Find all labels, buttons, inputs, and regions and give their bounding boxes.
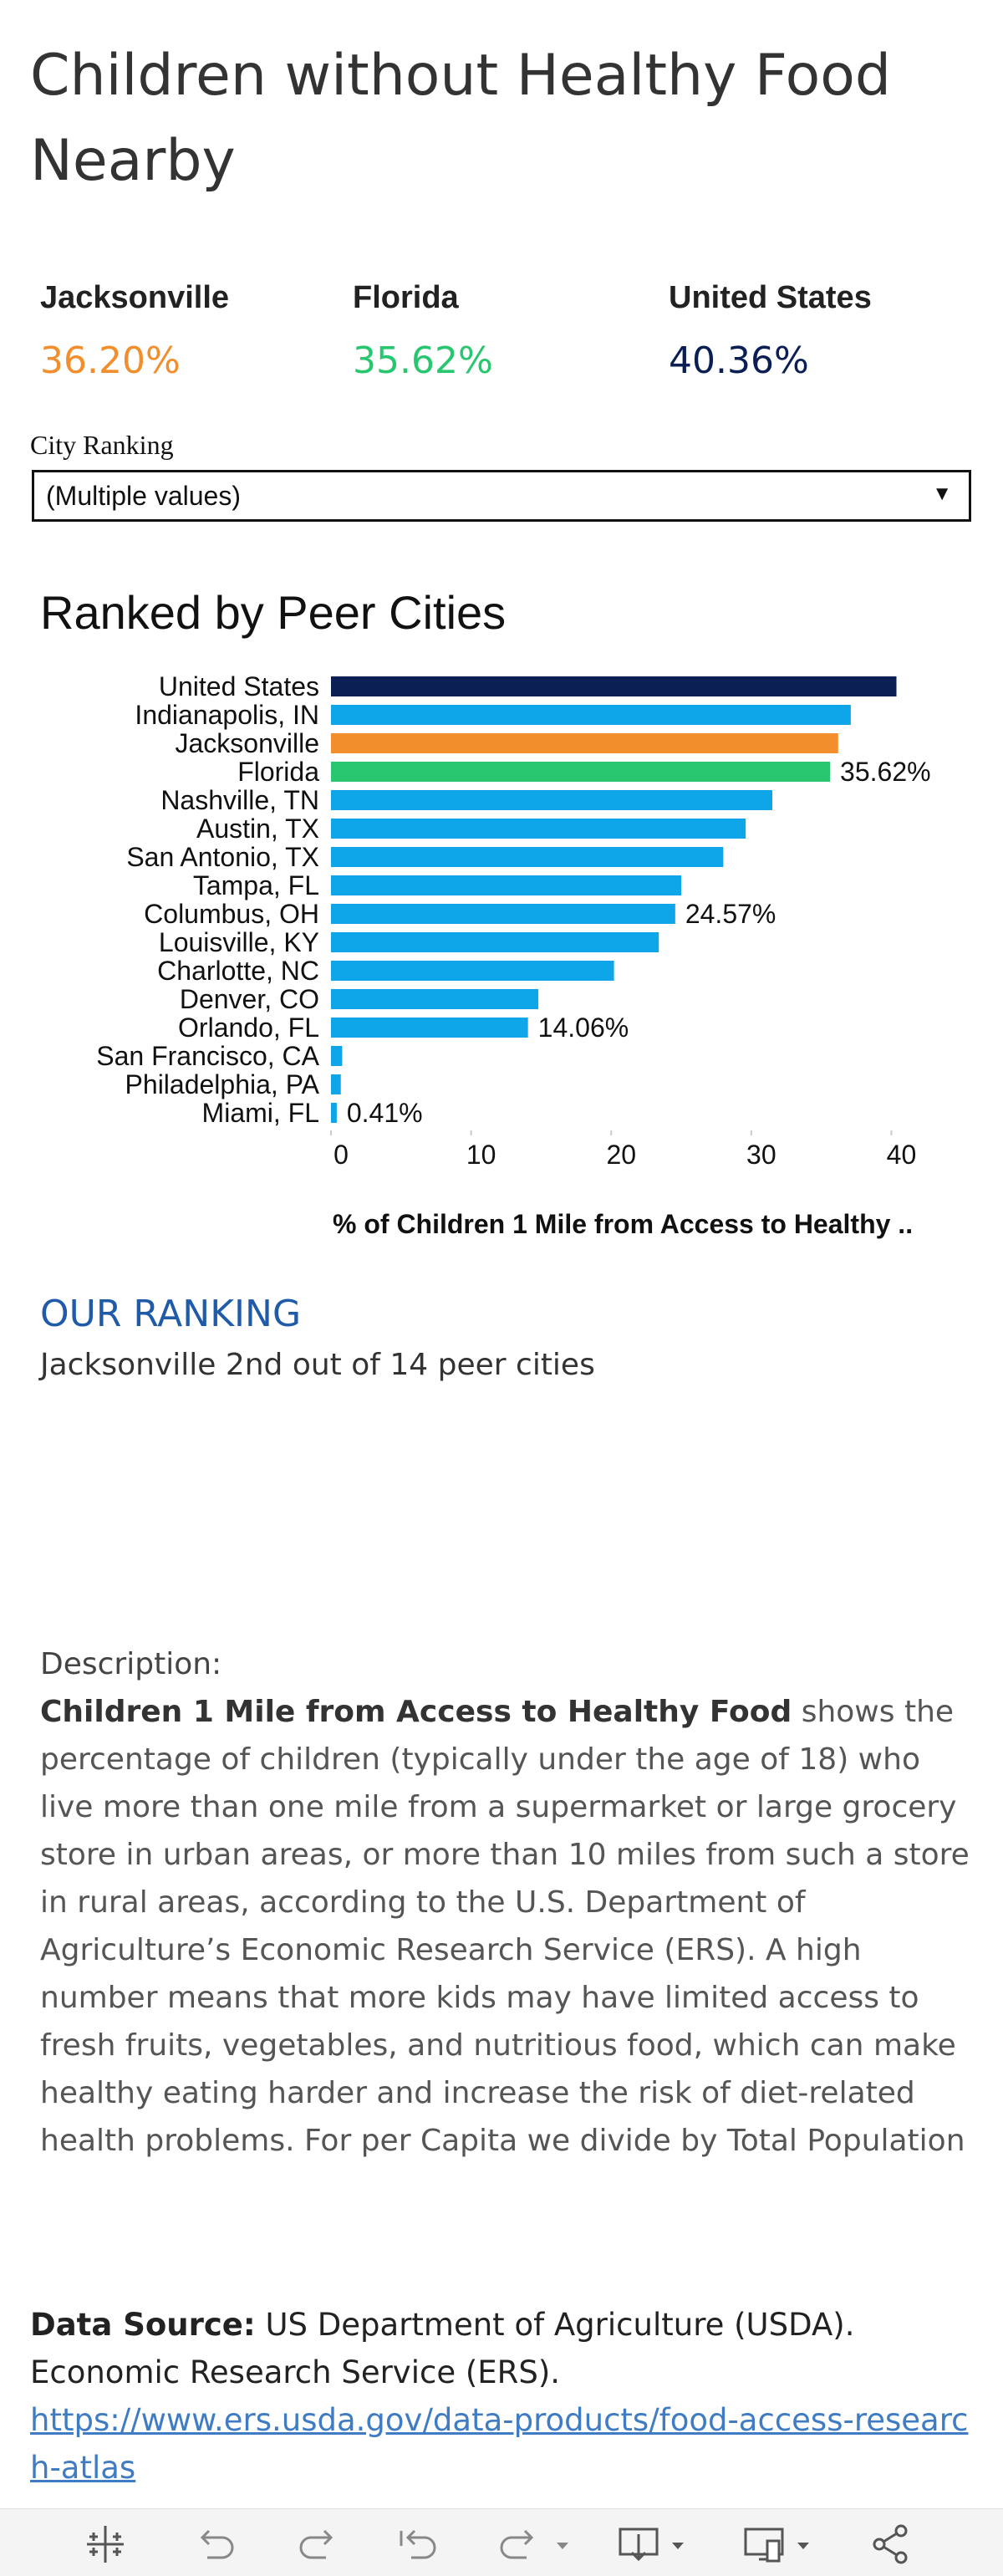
x-tick-label: 40 xyxy=(887,1140,917,1170)
bar xyxy=(331,705,851,725)
category-label: Miami, FL xyxy=(202,1098,319,1128)
bar xyxy=(331,1018,528,1038)
chart-title: Ranked by Peer Cities xyxy=(40,586,507,639)
category-label: Nashville, TN xyxy=(160,785,319,815)
data-label: 24.57% xyxy=(685,899,776,929)
dropdown-arrow-icon[interactable]: ▼ xyxy=(932,482,952,505)
x-tick-label: 10 xyxy=(466,1140,496,1170)
stat-label: Florida xyxy=(353,280,459,315)
stat-label: United States xyxy=(669,280,872,315)
category-label: San Francisco, CA xyxy=(96,1041,319,1071)
device-layout-icon[interactable] xyxy=(742,2522,819,2564)
category-label: Louisville, KY xyxy=(159,927,319,957)
category-label: Denver, CO xyxy=(180,984,319,1014)
undo-icon[interactable] xyxy=(194,2522,237,2564)
stat-value: 36.20% xyxy=(40,339,181,382)
city-ranking-dropdown[interactable]: (Multiple values) ▼ xyxy=(32,470,971,522)
ranking-heading: OUR RANKING xyxy=(40,1293,302,1335)
category-label: Columbus, OH xyxy=(144,899,319,929)
category-label: Austin, TX xyxy=(196,814,319,844)
bar xyxy=(331,1046,343,1066)
revert-icon[interactable] xyxy=(396,2522,440,2564)
bar xyxy=(331,1074,341,1094)
category-label: Jacksonville xyxy=(175,728,319,758)
description: Description: Children 1 Mile from Access… xyxy=(40,1640,976,2165)
stat-jacksonville: Jacksonville 36.20% xyxy=(40,280,229,382)
category-label: Tampa, FL xyxy=(193,870,319,900)
ranking-text: Jacksonville 2nd out of 14 peer cities xyxy=(40,1348,595,1382)
stat-united-states: United States 40.36% xyxy=(669,280,872,382)
bar xyxy=(331,819,746,839)
stat-florida: Florida 35.62% xyxy=(353,280,493,382)
x-tick-label: 30 xyxy=(746,1140,776,1170)
category-label: Philadelphia, PA xyxy=(125,1069,320,1099)
bar xyxy=(331,762,831,782)
data-label: 35.62% xyxy=(840,757,931,787)
tableau-logo-icon[interactable] xyxy=(84,2522,127,2564)
bar xyxy=(331,733,838,753)
refresh-icon[interactable] xyxy=(498,2522,573,2564)
filter-label: City Ranking xyxy=(30,430,174,460)
x-tick-label: 20 xyxy=(606,1140,636,1170)
toolbar xyxy=(0,2508,1003,2576)
description-body: Children 1 Mile from Access to Healthy F… xyxy=(40,1688,976,2165)
category-label: San Antonio, TX xyxy=(126,842,319,872)
category-label: Charlotte, NC xyxy=(157,956,319,986)
x-axis-title: % of Children 1 Mile from Access to Heal… xyxy=(333,1209,914,1239)
share-icon[interactable] xyxy=(869,2522,913,2564)
source-text: US Department of Agriculture (USDA). Eco… xyxy=(30,2307,855,2390)
bar xyxy=(331,676,897,696)
bar xyxy=(331,790,772,810)
category-label: Orlando, FL xyxy=(178,1013,319,1043)
bar xyxy=(331,904,675,924)
stat-label: Jacksonville xyxy=(40,280,230,315)
source-link[interactable]: https://www.ers.usda.gov/data-products/f… xyxy=(30,2402,969,2486)
description-metric-name: Children 1 Mile from Access to Healthy F… xyxy=(40,1695,792,1729)
data-source: Data Source: US Department of Agricultur… xyxy=(30,2301,983,2492)
bar xyxy=(331,932,659,952)
stat-value: 35.62% xyxy=(353,339,493,382)
page-title: Children without Healthy Food Nearby xyxy=(30,43,891,194)
bar xyxy=(331,989,539,1009)
download-icon[interactable] xyxy=(617,2522,694,2564)
category-label: Indianapolis, IN xyxy=(135,700,319,730)
description-heading: Description: xyxy=(40,1647,222,1681)
redo-icon[interactable] xyxy=(296,2522,339,2564)
data-label: 0.41% xyxy=(347,1098,423,1128)
dropdown-value: (Multiple values) xyxy=(46,481,241,511)
category-label: United States xyxy=(159,671,319,701)
bar xyxy=(331,875,682,895)
source-label: Data Source: xyxy=(30,2307,256,2343)
description-text: shows the percentage of children (typica… xyxy=(40,1695,970,2158)
x-tick-label: 0 xyxy=(333,1140,349,1170)
bar xyxy=(331,847,724,867)
bar xyxy=(331,1103,337,1123)
stat-value: 40.36% xyxy=(669,339,809,382)
bar xyxy=(331,961,614,981)
data-label: 14.06% xyxy=(538,1013,629,1043)
category-label: Florida xyxy=(237,757,319,787)
